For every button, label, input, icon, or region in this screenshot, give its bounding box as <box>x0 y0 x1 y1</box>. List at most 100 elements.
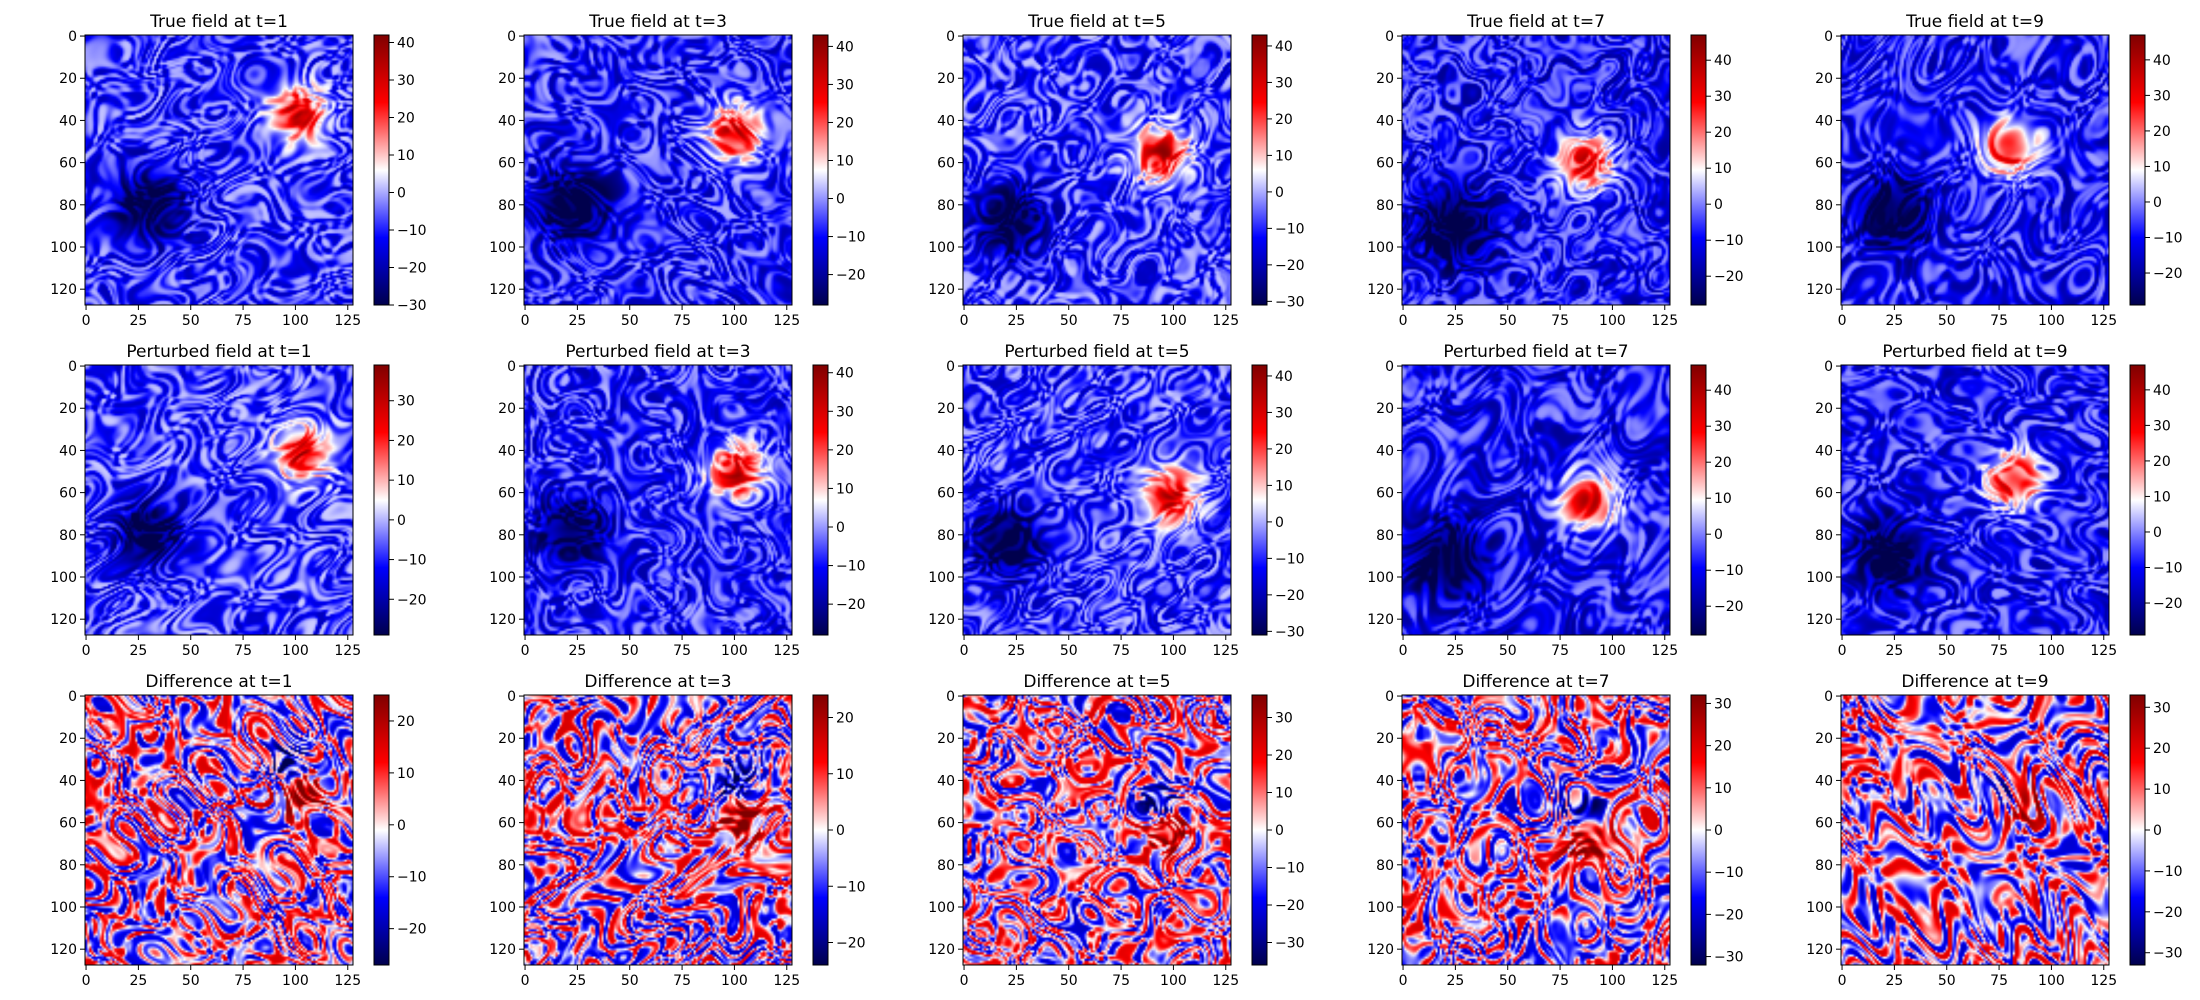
x-tick-label: 50 <box>1938 973 1956 989</box>
x-tick-label: 25 <box>1885 643 1903 659</box>
colorbar-tick-label: 40 <box>1275 39 1293 55</box>
colorbar-tick-label: −10 <box>1714 233 1744 249</box>
y-tick-label: 80 <box>59 858 77 874</box>
heatmap-image <box>1402 35 1670 305</box>
x-tick-label: 100 <box>721 313 748 329</box>
y-tick-label: 40 <box>498 113 516 129</box>
y-tick-label: 80 <box>1376 858 1394 874</box>
colorbar-tick-label: 20 <box>2153 454 2171 470</box>
colorbar-tick-label: −20 <box>1714 599 1744 615</box>
y-tick-label: 0 <box>507 29 516 45</box>
x-tick-label: 0 <box>1838 643 1847 659</box>
x-tick-label: 25 <box>1007 973 1025 989</box>
y-tick-label: 20 <box>498 401 516 417</box>
y-tick-label: 60 <box>59 816 77 832</box>
colorbar-tick-label: −20 <box>836 936 866 952</box>
colorbar-tick-label: 0 <box>397 186 406 202</box>
colorbar-tick-label: 10 <box>836 153 854 169</box>
colorbar-tick-label: 0 <box>397 818 406 834</box>
colorbar-tick-label: 0 <box>397 513 406 529</box>
colorbar-tick-label: 20 <box>1714 739 1732 755</box>
y-tick-label: 40 <box>498 773 516 789</box>
colorbar <box>373 364 390 636</box>
colorbar <box>1690 364 1707 636</box>
y-tick-label: 60 <box>1376 156 1394 172</box>
y-tick-label: 20 <box>937 401 955 417</box>
y-tick-label: 100 <box>1367 570 1394 586</box>
colorbar-tick-label: 40 <box>1714 383 1732 399</box>
colorbar-tick-label: 10 <box>2153 782 2171 798</box>
x-tick-label: 0 <box>960 313 969 329</box>
colorbar-tick-label: 40 <box>1275 369 1293 385</box>
y-tick-label: 100 <box>1367 240 1394 256</box>
x-tick-label: 100 <box>1160 313 1187 329</box>
panel-title: True field at t=5 <box>1027 12 1166 32</box>
colorbar-tick-label: 30 <box>836 404 854 420</box>
heatmap-image <box>1841 365 2109 635</box>
colorbar-tick-label: −10 <box>2153 231 2183 247</box>
colorbar-tick-label: 0 <box>836 520 845 536</box>
true-field-panel: True field at t=30 25 50 75 100 1250204060801… <box>489 12 865 329</box>
perturbed-field-panel: Perturbed field at t=70 25 50 75 100 12502040… <box>1367 342 1743 659</box>
colorbar <box>373 694 390 966</box>
colorbar-tick-label: −10 <box>836 559 866 575</box>
colorbar-tick-label: −10 <box>1275 551 1305 567</box>
panel-title: Difference at t=5 <box>1023 672 1170 692</box>
y-tick-label: 40 <box>937 773 955 789</box>
colorbar-tick-label: 10 <box>2153 159 2171 175</box>
x-tick-label: 0 <box>1399 643 1408 659</box>
colorbar-tick-label: 20 <box>397 111 415 127</box>
x-tick-label: 50 <box>621 643 639 659</box>
y-tick-label: 0 <box>1824 359 1833 375</box>
heatmap-image <box>85 695 353 965</box>
colorbar-tick-label: 10 <box>1275 786 1293 802</box>
heatmap-image <box>1841 695 2109 965</box>
y-tick-label: 40 <box>59 443 77 459</box>
colorbar-tick-label: 10 <box>1714 161 1732 177</box>
colorbar-tick-label: 20 <box>2153 124 2171 140</box>
x-tick-label: 75 <box>1990 973 2008 989</box>
colorbar-tick-label: −10 <box>1714 563 1744 579</box>
difference-field-panel: Difference at t=30 25 50 75 100 1250204060801… <box>489 672 865 989</box>
colorbar-tick-label: −20 <box>836 597 866 613</box>
colorbar-tick-label: 0 <box>1714 527 1723 543</box>
difference-field-panel: Difference at t=70 25 50 75 100 1250204060801… <box>1367 672 1743 989</box>
colorbar-tick-label: 20 <box>1275 748 1293 764</box>
y-tick-label: 100 <box>1806 900 1833 916</box>
x-tick-label: 75 <box>673 313 691 329</box>
colorbar-tick-label: 30 <box>2153 418 2171 434</box>
heatmap-image <box>85 35 353 305</box>
y-tick-label: 120 <box>1367 282 1394 298</box>
y-tick-label: 100 <box>50 900 77 916</box>
colorbar-tick-label: 20 <box>1714 455 1732 471</box>
x-tick-label: 0 <box>521 313 530 329</box>
x-tick-label: 50 <box>1499 643 1517 659</box>
x-tick-label: 125 <box>1651 643 1678 659</box>
y-tick-label: 0 <box>1824 29 1833 45</box>
panel-title: True field at t=9 <box>1905 12 2044 32</box>
y-tick-label: 0 <box>507 689 516 705</box>
y-tick-label: 20 <box>937 731 955 747</box>
y-tick-label: 20 <box>1376 71 1394 87</box>
heatmap-frame <box>1401 34 1671 306</box>
heatmap-image <box>1402 365 1670 635</box>
colorbar <box>2129 364 2146 636</box>
x-tick-label: 100 <box>282 643 309 659</box>
y-tick-label: 80 <box>498 528 516 544</box>
colorbar-tick-label: 20 <box>397 714 415 730</box>
colorbar-tick-label: 30 <box>2153 88 2171 104</box>
y-tick-label: 20 <box>498 731 516 747</box>
y-tick-label: 120 <box>50 612 77 628</box>
colorbar <box>1251 34 1268 306</box>
colorbar-tick-label: 20 <box>1275 112 1293 128</box>
heatmap-frame <box>1840 34 2110 306</box>
colorbar <box>373 34 390 306</box>
heatmap-image <box>963 35 1231 305</box>
colorbar-tick-label: 10 <box>1714 781 1732 797</box>
y-tick-label: 60 <box>498 486 516 502</box>
y-tick-label: 60 <box>498 156 516 172</box>
colorbar-tick-label: 30 <box>1275 405 1293 421</box>
colorbar-tick-label: 10 <box>397 766 415 782</box>
colorbar-tick-label: 0 <box>2153 823 2162 839</box>
colorbar-tick-label: −20 <box>397 261 427 277</box>
